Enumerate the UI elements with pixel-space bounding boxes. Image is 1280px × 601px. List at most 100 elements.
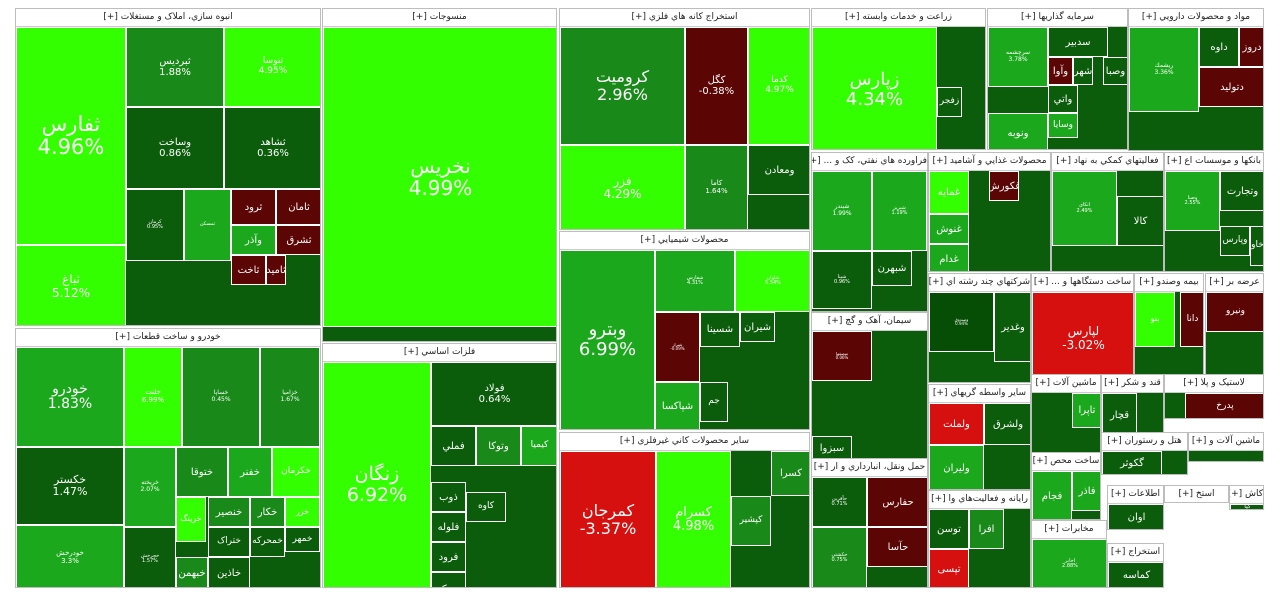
stock-tile[interactable]: شاوان 5.54% xyxy=(735,250,809,312)
sector-title[interactable]: هتل و رستوران [+] xyxy=(1102,433,1187,451)
stock-tile[interactable]: خبهمن xyxy=(176,557,208,587)
sector-title[interactable]: ساخت محص [+] xyxy=(1032,453,1100,471)
stock-tile[interactable]: شفارس 4.31% xyxy=(655,250,735,312)
sector-title[interactable]: ساخت دستگاهها و ... [+] xyxy=(1032,274,1133,292)
stock-tile[interactable]: دانا xyxy=(1180,292,1203,347)
sector-title[interactable]: قند و شکر [+] xyxy=(1102,375,1163,393)
stock-tile[interactable]: اتکای 2.49% xyxy=(1052,171,1117,246)
sector-title[interactable]: استخ [+] xyxy=(1165,486,1228,502)
sector-title[interactable]: بانکها و موسسات اع [+] xyxy=(1165,153,1263,171)
stock-tile[interactable]: وصندوق 0.94% xyxy=(929,292,994,352)
sector-title[interactable]: ماشین آلات و [+] xyxy=(1189,433,1263,451)
stock-tile[interactable]: وبترو 6.99% xyxy=(560,250,655,429)
stock-tile[interactable]: پدرخ xyxy=(1185,393,1263,418)
sector-title[interactable]: عرضه بر [+] xyxy=(1206,274,1263,292)
stock-tile[interactable]: شیران xyxy=(740,312,775,342)
stock-tile[interactable]: کگل -0.38% xyxy=(685,27,748,145)
stock-tile[interactable]: لپارس -3.02% xyxy=(1032,292,1133,382)
stock-tile[interactable]: جم xyxy=(700,382,728,422)
sector-title[interactable]: فلزات اساسي [+] xyxy=(323,344,556,362)
stock-tile[interactable]: خودرو 1.83% xyxy=(16,347,124,447)
stock-tile[interactable]: کسرام 4.98% xyxy=(656,451,731,587)
sector-title[interactable]: مواد و محصولات دارويي [+] xyxy=(1129,9,1263,27)
stock-tile[interactable]: خرینگ xyxy=(176,497,206,542)
stock-tile[interactable]: ولیران xyxy=(929,445,984,489)
stock-tile[interactable]: ختراک xyxy=(208,527,250,557)
stock-tile[interactable]: کدما 4.97% xyxy=(748,27,809,145)
stock-tile[interactable]: کپا xyxy=(1230,504,1263,509)
stock-tile[interactable]: حکشتی 0.75% xyxy=(812,527,867,587)
stock-tile[interactable]: شبهرن xyxy=(872,251,912,286)
stock-tile[interactable]: ولملت xyxy=(929,403,984,445)
stock-tile[interactable]: قچار xyxy=(1102,393,1137,438)
stock-tile[interactable]: فاذر xyxy=(1072,471,1100,511)
stock-tile[interactable]: خکار xyxy=(250,497,285,527)
stock-tile[interactable]: سبزوا xyxy=(812,436,852,459)
sector-title[interactable]: سيمان، آهک و گچ [+] xyxy=(812,313,927,331)
stock-tile[interactable]: زنگان 6.92% xyxy=(323,362,431,587)
stock-tile[interactable]: غدام xyxy=(929,244,969,271)
stock-tile[interactable]: سرچشمه 3.78% xyxy=(988,27,1048,87)
stock-tile[interactable]: افرا xyxy=(969,509,1004,549)
stock-tile[interactable]: حآسا xyxy=(867,527,927,567)
sector-title[interactable]: لاستيک و پلا [+] xyxy=(1165,375,1263,393)
stock-tile[interactable]: فملي xyxy=(431,426,476,466)
stock-tile[interactable]: وتجارت xyxy=(1220,171,1263,211)
sector-title[interactable]: فراورده هاي نفتي، کک و ... [+] xyxy=(812,153,927,171)
stock-tile[interactable]: ثفارس 4.96% xyxy=(16,27,126,245)
stock-tile[interactable]: کسرا xyxy=(771,451,809,496)
stock-tile[interactable]: ثامید xyxy=(266,255,286,285)
stock-tile[interactable]: ثرود xyxy=(231,189,276,225)
stock-tile[interactable]: فزر 4.29% xyxy=(560,145,685,229)
stock-tile[interactable]: وآوا xyxy=(1048,57,1073,85)
stock-tile[interactable]: گکوثر xyxy=(1102,451,1162,474)
stock-tile[interactable]: خنصير xyxy=(208,497,250,527)
stock-tile[interactable]: حفارس xyxy=(867,477,927,527)
stock-tile[interactable]: ثنوسا 4.95% xyxy=(224,27,320,107)
stock-tile[interactable]: زفجر xyxy=(937,87,962,117)
stock-tile[interactable]: وساخت 0.86% xyxy=(126,107,224,189)
stock-tile[interactable]: خکرمان xyxy=(272,447,320,497)
stock-tile[interactable]: ثامان xyxy=(276,189,320,225)
stock-tile[interactable]: شسینا xyxy=(700,312,740,347)
stock-tile[interactable]: خلنت 6.99% xyxy=(124,347,182,447)
stock-tile[interactable]: خودرخش 3.3% xyxy=(16,525,124,587)
stock-tile[interactable]: سصفها 0.06% xyxy=(812,331,872,381)
stock-tile[interactable]: خمحرکه xyxy=(250,527,285,557)
stock-tile[interactable]: ذوب xyxy=(431,482,466,512)
sector-title[interactable]: محصولات شيميايي [+] xyxy=(560,232,809,250)
stock-tile[interactable]: خفنر xyxy=(228,447,272,497)
sector-title[interactable]: شرکتهاي چند رشته اي [+] xyxy=(929,274,1030,292)
sector-title[interactable]: اطلاعات [+] xyxy=(1108,486,1163,504)
sector-title[interactable]: محصولات غذايي و آشاميد [+] xyxy=(929,153,1050,171)
stock-tile[interactable]: کالا xyxy=(1117,196,1163,246)
stock-tile[interactable]: خاذين xyxy=(208,557,250,587)
stock-tile[interactable]: ولشرق xyxy=(984,403,1030,445)
stock-tile[interactable]: فلوله xyxy=(431,512,466,542)
stock-tile[interactable]: فولاد 0.64% xyxy=(431,362,556,426)
stock-tile[interactable]: واتي xyxy=(1048,85,1078,113)
stock-tile[interactable]: غنوش xyxy=(929,214,969,244)
stock-tile[interactable]: وخاور xyxy=(1250,226,1263,266)
stock-tile[interactable]: شیراز -0.09% xyxy=(655,312,700,382)
stock-tile[interactable]: کماسه xyxy=(1108,562,1163,587)
sector-title[interactable]: بیمه وصندو [+] xyxy=(1135,274,1203,292)
stock-tile[interactable]: اوان xyxy=(1108,504,1163,529)
sector-title[interactable]: منسوجات [+] xyxy=(323,9,556,27)
stock-tile[interactable]: شهر xyxy=(1073,57,1093,85)
stock-tile[interactable]: خچرخش 1.57% xyxy=(124,527,176,587)
stock-tile[interactable]: کمرجان -3.37% xyxy=(560,451,656,587)
stock-tile[interactable]: کپشیر xyxy=(731,496,771,546)
stock-tile[interactable]: ونوبه xyxy=(988,113,1048,149)
stock-tile[interactable]: فجام xyxy=(1032,471,1072,519)
stock-tile[interactable]: کاوه xyxy=(466,492,506,522)
stock-tile[interactable]: کرومیت 2.96% xyxy=(560,27,685,145)
stock-tile[interactable]: خمهر xyxy=(285,527,320,552)
sector-title[interactable]: استخراج [+] xyxy=(1108,544,1163,562)
stock-tile[interactable]: کاما 1.64% xyxy=(685,145,748,229)
stock-tile[interactable]: شبندر 1.99% xyxy=(812,171,872,251)
stock-tile[interactable]: ختوقا xyxy=(176,447,228,497)
stock-tile[interactable]: حآفرین 0.71% xyxy=(812,477,867,527)
stock-tile[interactable]: وپارس xyxy=(1220,226,1250,256)
stock-tile[interactable]: ومعادن xyxy=(748,145,809,195)
